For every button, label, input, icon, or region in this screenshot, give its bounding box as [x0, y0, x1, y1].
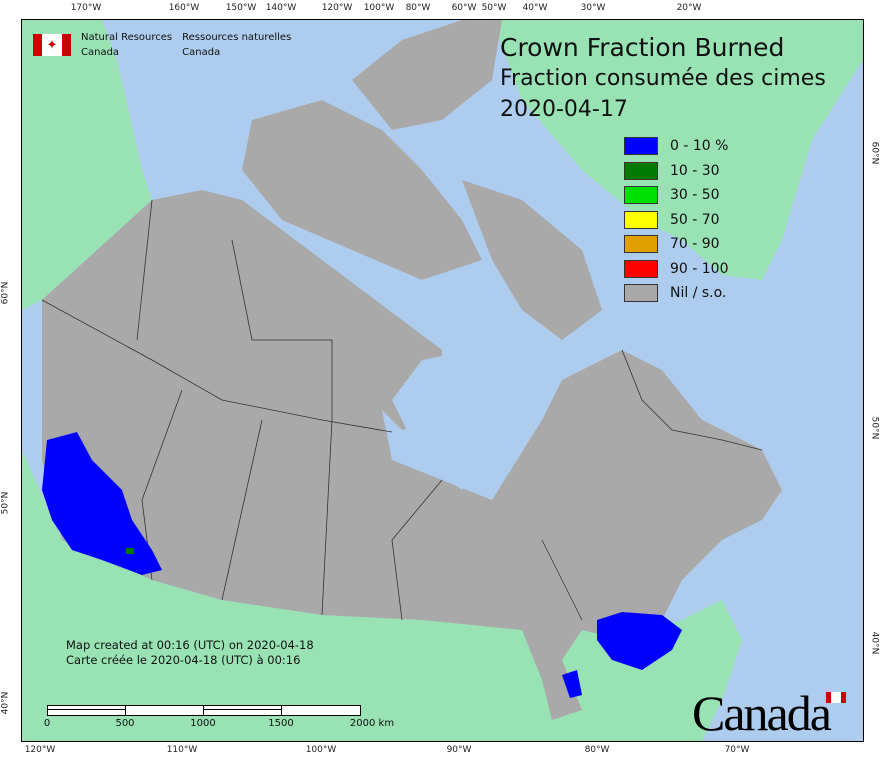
- tick-top: 170°W: [70, 3, 102, 13]
- map-date: 2020-04-17: [500, 97, 628, 122]
- legend-item: 10 - 30: [624, 159, 729, 184]
- tick-top: 150°W: [225, 3, 257, 13]
- legend-swatch: [624, 186, 658, 205]
- tick-top: 60°W: [451, 3, 477, 13]
- scale-label: 0: [43, 718, 51, 729]
- legend-label: 90 - 100: [670, 260, 729, 277]
- org-fr-2: Canada: [182, 47, 221, 58]
- provincial-borders: [41, 199, 763, 621]
- tick-bottom: 90°W: [446, 745, 472, 755]
- legend-label: Nil / s.o.: [670, 285, 727, 302]
- map-frame: [21, 19, 864, 742]
- legend-label: 10 - 30: [670, 162, 720, 179]
- legend-label: 0 - 10 %: [670, 138, 729, 155]
- legend-label: 30 - 50: [670, 187, 720, 204]
- org-fr-1: Ressources naturelles: [182, 32, 292, 43]
- tick-bottom: 120°W: [24, 745, 56, 755]
- fire-pixels: [42, 432, 682, 698]
- bc-fire-cluster: [42, 432, 162, 575]
- scale-label: 1500: [268, 718, 294, 729]
- credit-fr: Carte créée le 2020-04-18 (UTC) à 00:16: [66, 653, 301, 667]
- tick-left: 50°N: [0, 491, 11, 515]
- legend-swatch: [624, 137, 658, 156]
- tick-top: 50°W: [481, 3, 507, 13]
- tick-top: 160°W: [168, 3, 200, 13]
- tick-top: 30°W: [580, 3, 606, 13]
- scale-bar: [47, 705, 361, 716]
- tick-top: 40°W: [522, 3, 548, 13]
- legend-item: Nil / s.o.: [624, 281, 729, 306]
- baffin-island: [462, 180, 602, 340]
- legend-item: 50 - 70: [624, 208, 729, 233]
- scale-label: 2000 km: [349, 718, 395, 729]
- tick-bottom: 110°W: [166, 745, 198, 755]
- title-fr: Fraction consumée des cimes: [500, 66, 826, 91]
- legend-swatch: [624, 259, 658, 278]
- tick-bottom: 100°W: [305, 745, 337, 755]
- map-title: Crown Fraction Burned Fraction consumée …: [500, 32, 826, 125]
- org-en-1: Natural Resources: [81, 32, 173, 43]
- map-canvas: [22, 20, 863, 741]
- scale-label: 1000: [190, 718, 216, 729]
- tick-bottom: 70°W: [724, 745, 750, 755]
- legend: 0 - 10 % 10 - 30 30 - 50 50 - 70 70 - 90 90 -…: [624, 134, 729, 306]
- credit-en: Map created at 00:16 (UTC) on 2020-04-18: [66, 638, 314, 652]
- title-en: Crown Fraction Burned: [500, 33, 785, 62]
- tick-left: 60°N: [0, 281, 11, 305]
- canada-landmass: [42, 190, 782, 720]
- legend-swatch: [624, 161, 658, 180]
- legend-item: 0 - 10 %: [624, 134, 729, 159]
- credits: Map created at 00:16 (UTC) on 2020-04-18…: [66, 638, 314, 668]
- nrcan-signature: ✦ Natural Resources Canada Ressources nat…: [33, 30, 291, 60]
- wordmark-flag-icon: [826, 692, 846, 703]
- legend-swatch: [624, 210, 658, 229]
- legend-label: 50 - 70: [670, 211, 720, 228]
- tick-top: 140°W: [265, 3, 297, 13]
- hudson-bay: [392, 350, 502, 490]
- scale-label: 500: [115, 718, 135, 729]
- canada-wordmark: Canada: [692, 685, 832, 741]
- tick-bottom: 80°W: [584, 745, 610, 755]
- tick-top: 100°W: [363, 3, 395, 13]
- org-en-2: Canada: [81, 47, 120, 58]
- quebec-fire-cluster: [597, 612, 682, 670]
- tick-right: 60°N: [869, 141, 880, 165]
- ontario-fire-cluster: [562, 670, 582, 698]
- tick-top: 80°W: [405, 3, 431, 13]
- tick-top: 20°W: [676, 3, 702, 13]
- greenland-landmass: [492, 20, 863, 280]
- bc-fire-green: [126, 548, 134, 554]
- arctic-islands: [242, 100, 482, 280]
- legend-item: 90 - 100: [624, 257, 729, 282]
- legend-swatch: [624, 235, 658, 254]
- legend-item: 30 - 50: [624, 183, 729, 208]
- tick-right: 40°N: [869, 631, 880, 655]
- tick-left: 40°N: [0, 691, 11, 715]
- tick-right: 50°N: [869, 416, 880, 440]
- ellesmere-island: [352, 20, 502, 130]
- tick-top: 120°W: [321, 3, 353, 13]
- legend-label: 70 - 90: [670, 236, 720, 253]
- legend-swatch: [624, 284, 658, 303]
- legend-item: 70 - 90: [624, 232, 729, 257]
- alaska-landmass: [22, 20, 152, 310]
- canada-flag-icon: ✦: [33, 34, 71, 56]
